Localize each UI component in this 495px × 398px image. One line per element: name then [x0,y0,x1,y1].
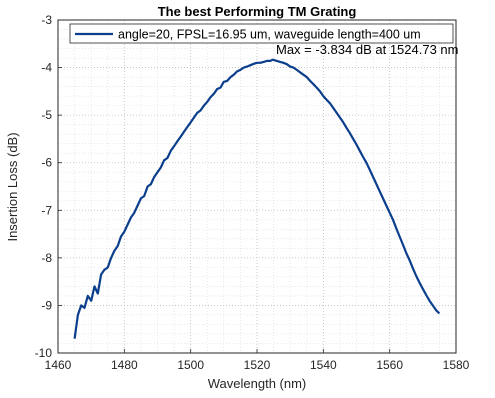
chart-title: The best Performing TM Grating [158,4,357,19]
legend-box [69,23,454,44]
x-tick-label: 1540 [310,358,337,372]
y-axis-label: Insertion Loss (dB) [5,132,20,241]
x-tick-label: 1480 [111,358,138,372]
legend: angle=20, FPSL=16.95 um, waveguide lengt… [69,23,454,44]
y-tick-label: -4 [41,61,52,75]
plot-area [58,20,456,353]
legend-entry-label: angle=20, FPSL=16.95 um, waveguide lengt… [118,28,421,42]
series-line [73,58,441,339]
y-axis-ticks: -10 -9 -8 -7 -6 -5 -4 -3 [35,13,62,360]
x-tick-label: 1460 [45,358,72,372]
x-tick-label: 1520 [244,358,271,372]
y-tick-label: -10 [35,346,53,360]
x-axis-label: Wavelength (nm) [208,376,307,391]
y-tick-label: -3 [41,13,52,27]
x-tick-label: 1500 [177,358,204,372]
y-tick-label: -8 [41,251,52,265]
x-tick-label: 1560 [376,358,403,372]
y-tick-label: -9 [41,298,52,312]
y-tick-label: -6 [41,156,52,170]
x-tick-label: 1580 [443,358,470,372]
x-axis-ticks: 1460 1480 1500 1520 1540 1560 1580 [45,349,470,372]
y-tick-label: -7 [41,203,52,217]
max-annotation: Max = -3.834 dB at 1524.73 nm [276,42,458,57]
y-tick-label: -5 [41,108,52,122]
series-layer [73,58,441,339]
